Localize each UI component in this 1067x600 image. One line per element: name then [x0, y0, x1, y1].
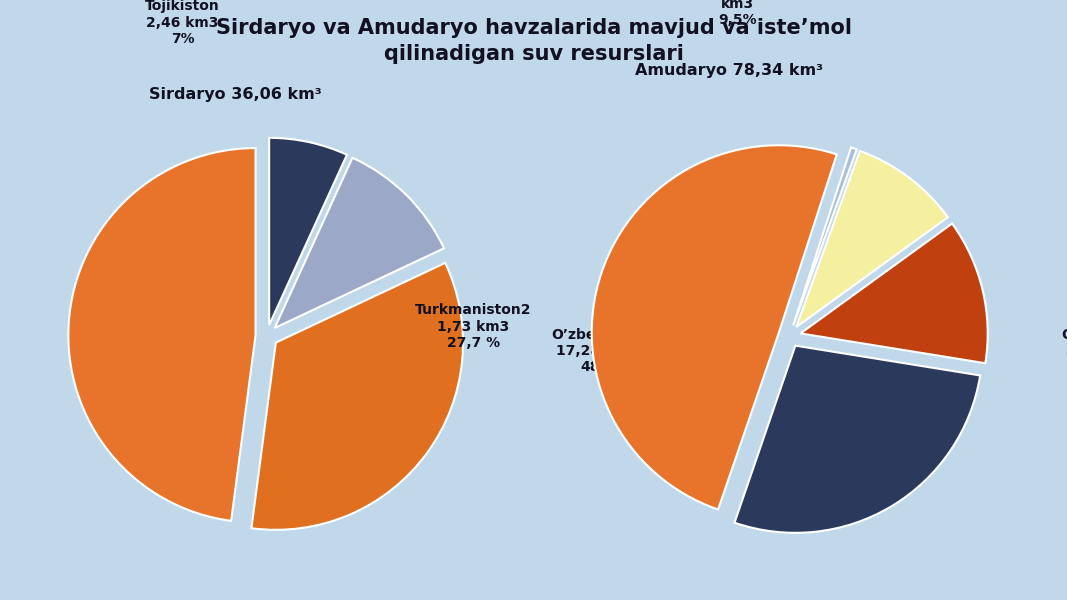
Wedge shape [274, 158, 444, 328]
Text: Amudaryo 78,34 km³: Amudaryo 78,34 km³ [635, 63, 823, 78]
Text: Sirdaryo 36,06 km³: Sirdaryo 36,06 km³ [149, 87, 322, 102]
Text: Turkmaniston2
1,73 km3
27,7 %: Turkmaniston2 1,73 km3 27,7 % [415, 304, 531, 350]
Text: O’zbekiston
38,91 km3
49,7%: O’zbekiston 38,91 km3 49,7% [1061, 328, 1067, 374]
Wedge shape [793, 148, 857, 325]
Text: O’zbekiston
17,28 km3
48%: O’zbekiston 17,28 km3 48% [552, 328, 643, 374]
Wedge shape [252, 263, 463, 530]
Wedge shape [796, 151, 947, 327]
Wedge shape [734, 346, 981, 533]
Wedge shape [68, 148, 255, 521]
Wedge shape [269, 138, 347, 325]
Wedge shape [800, 224, 988, 363]
Text: Tojikiston
2,46 km3
7%: Tojikiston 2,46 km3 7% [145, 0, 220, 46]
Text: Sirdaryo va Amudaryo havzalarida mavjud va iste’mol
qilinadigan suv resurslari: Sirdaryo va Amudaryo havzalarida mavjud … [216, 18, 851, 64]
Wedge shape [592, 145, 837, 509]
Text: Afg’oniston7,44
km3
9,5%: Afg’oniston7,44 km3 9,5% [674, 0, 799, 27]
